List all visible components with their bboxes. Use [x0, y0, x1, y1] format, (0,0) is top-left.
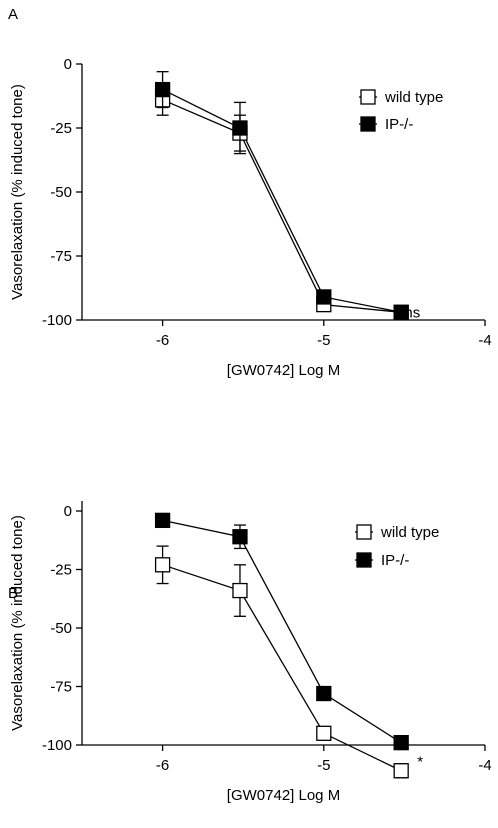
legend-label: wild type	[384, 89, 443, 106]
y-axis-title: Vasorelaxation (% induced tone)	[9, 515, 26, 731]
ip-knockout-point	[154, 512, 171, 529]
x-tick-label: -6	[156, 332, 169, 349]
wild-type-point	[232, 582, 248, 599]
ip-knockout-point	[316, 685, 332, 702]
x-tick-label: -4	[478, 332, 491, 349]
y-tick-label: -100	[42, 312, 72, 329]
x-tick-label: -6	[156, 757, 169, 774]
panel-a: A 0 -25 -50 -75 -100 -6 -5 -4 [GW0742] Log M Vasor…	[8, 6, 492, 379]
significance-annotation: ns	[404, 304, 420, 321]
wild-type-point	[393, 763, 409, 779]
x-axis-title: [GW0742] Log M	[227, 787, 340, 804]
legend-marker-ip-knockout	[360, 116, 376, 132]
y-axis-title: Vasorelaxation (% induced tone)	[9, 84, 26, 300]
legend-label: wild type	[380, 524, 439, 541]
ip-knockout-point	[316, 289, 332, 305]
series-line-ip-knockout	[162, 519, 402, 744]
y-tick-label: -50	[50, 184, 72, 201]
panel-label: A	[8, 6, 18, 23]
y-tick-label: -100	[42, 737, 72, 754]
y-tick-label: -75	[50, 679, 72, 696]
ip-knockout-point	[154, 81, 171, 98]
y-tick-label: 0	[64, 56, 72, 73]
y-tick-label: -50	[50, 620, 72, 637]
wild-type-point	[154, 557, 171, 573]
y-tick-label: -75	[50, 248, 72, 265]
y-tick-label: -25	[50, 562, 72, 579]
significance-annotation: *	[417, 753, 423, 770]
x-tick-label: -5	[317, 332, 330, 349]
series-line-ip-knockout	[162, 89, 402, 313]
x-axis-title: [GW0742] Log M	[227, 362, 340, 379]
series-line-wild-type	[162, 564, 402, 772]
ip-knockout-point	[393, 304, 409, 320]
wild-type-point	[316, 725, 332, 741]
legend-label: IP-/-	[381, 552, 409, 569]
y-tick-label: -25	[50, 120, 72, 137]
series-line-wild-type	[162, 99, 402, 313]
ip-knockout-point	[393, 735, 409, 751]
ip-knockout-point	[232, 529, 248, 545]
x-tick-label: -5	[317, 757, 330, 774]
panel-b: B 0 -25 -50 -75 -100 -6 -5 -4 [GW0742] Log M Vasor…	[8, 501, 492, 804]
ip-knockout-point	[232, 120, 248, 136]
y-tick-label: 0	[64, 503, 72, 520]
legend-marker-wild-type	[356, 524, 372, 540]
legend-marker-ip-knockout	[356, 552, 372, 568]
legend-marker-wild-type	[360, 89, 376, 105]
panel-label: B	[8, 585, 18, 602]
x-tick-label: -4	[478, 757, 491, 774]
legend-label: IP-/-	[385, 116, 413, 133]
